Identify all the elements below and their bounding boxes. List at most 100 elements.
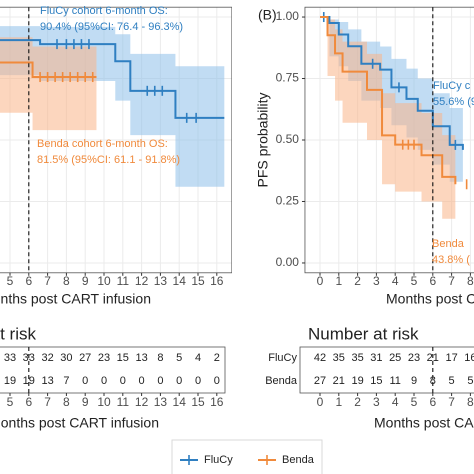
x-tick-label: 6 [25,274,32,288]
risk-x-tick-label: 7 [44,395,51,409]
risk-count: 2 [214,352,220,364]
risk-count: 0 [214,375,220,387]
risk-count: 0 [82,375,88,387]
annotation: FluCy cohort 6-month OS: [40,5,168,17]
risk-count: 0 [195,375,201,387]
x-tick-label: 5 [411,274,418,288]
panel: 0123456789101112131415160.000.250.500.75… [255,6,474,431]
risk-x-tick-label: 10 [97,395,111,409]
x-tick-label: 10 [97,274,111,288]
confidence-band [320,17,456,224]
risk-count: 0 [139,375,145,387]
risk-count: 42 [314,352,326,364]
panel-label: (B) [258,7,277,23]
risk-count: 0 [176,375,182,387]
risk-count: 30 [60,352,72,364]
survival-line [320,16,457,185]
risk-count: 35 [333,352,345,364]
risk-count: 27 [79,352,91,364]
risk-x-tick-label: 6 [25,395,32,409]
panel: 012345678910111213141516Months post CART… [0,5,232,431]
survival-line [320,16,464,150]
x-tick-label: 14 [173,274,187,288]
annotation: 90.4% (95%CI: 76.4 - 96.3%) [40,21,183,33]
risk-x-tick-label: 6 [429,395,436,409]
risk-x-tick-label: 1 [335,395,342,409]
y-tick-label: 0.00 [276,255,300,269]
risk-count: 11 [389,375,400,387]
y-tick-label: 0.50 [276,132,300,146]
x-tick-label: 0 [317,274,324,288]
risk-count: 19 [4,375,16,387]
x-axis-label: Months post CART infusion [0,291,151,307]
x-tick-label: 4 [392,274,399,288]
risk-x-tick-label: 11 [117,395,130,409]
risk-x-tick-label: 0 [317,395,324,409]
risk-table-title: Number at risk [308,324,419,343]
risk-count: 23 [408,352,420,364]
risk-count: 4 [195,352,201,364]
legend-label: FluCy [204,454,233,466]
x-tick-label: 5 [7,274,14,288]
survival-line [0,39,225,119]
risk-count: 13 [41,375,53,387]
x-tick-label: 16 [210,274,224,288]
risk-count: 31 [370,352,382,364]
risk-count: 21 [333,375,345,387]
annotation: 55.6% (9 [433,96,474,108]
annotation: 81.5% (95%CI: 61.1 - 91.8%) [37,154,180,166]
risk-x-tick-label: 2 [354,395,361,409]
risk-count: 5 [176,352,182,364]
risk-count: 0 [101,375,107,387]
y-tick-label: 0.25 [276,194,300,208]
risk-count: 8 [157,352,163,364]
x-tick-label: 15 [191,274,205,288]
risk-count: 33 [23,352,35,364]
x-tick-label: 12 [135,274,149,288]
risk-x-tick-label: 13 [154,395,168,409]
risk-count: 0 [120,375,126,387]
y-axis-label: PFS probability [255,93,271,188]
annotation: 43.8% ( [432,254,470,266]
confidence-band [0,37,97,131]
risk-table-title: Number at risk [0,324,36,343]
risk-x-tick-label: 8 [63,395,70,409]
risk-count: 0 [157,375,163,387]
risk-count: 27 [314,375,326,387]
legend-label: Benda [282,454,315,466]
x-tick-label: 7 [44,274,51,288]
risk-row-label: FluCy [268,352,297,364]
risk-count: 21 [427,352,439,364]
risk-count: 25 [389,352,401,364]
x-tick-label: 8 [63,274,70,288]
risk-count: 7 [63,375,69,387]
risk-count: 19 [23,375,35,387]
risk-x-tick-label: 9 [82,395,89,409]
risk-count: 15 [117,352,129,364]
x-tick-label: 2 [354,274,361,288]
x-tick-label: 8 [467,274,474,288]
risk-x-axis-label: Months post CART infusion [374,415,474,431]
risk-count: 9 [411,375,417,387]
risk-x-tick-label: 7 [448,395,455,409]
risk-x-tick-label: 4 [392,395,399,409]
x-tick-label: 11 [117,274,130,288]
x-tick-label: 1 [335,274,342,288]
risk-count: 8 [430,375,436,387]
risk-count: 16 [464,352,474,364]
risk-x-tick-label: 5 [411,395,418,409]
risk-x-axis-label: Months post CART infusion [0,415,159,431]
risk-table-box [0,346,226,394]
x-tick-label: 3 [373,274,380,288]
risk-x-tick-label: 8 [467,395,474,409]
x-tick-label: 13 [154,274,168,288]
annotation: FluCy c [433,80,471,92]
risk-count: 32 [41,352,53,364]
x-tick-label: 9 [82,274,89,288]
risk-count: 5 [467,375,473,387]
risk-count: 33 [4,352,16,364]
risk-count: 19 [351,375,363,387]
risk-count: 35 [351,352,363,364]
x-tick-label: 7 [448,274,455,288]
